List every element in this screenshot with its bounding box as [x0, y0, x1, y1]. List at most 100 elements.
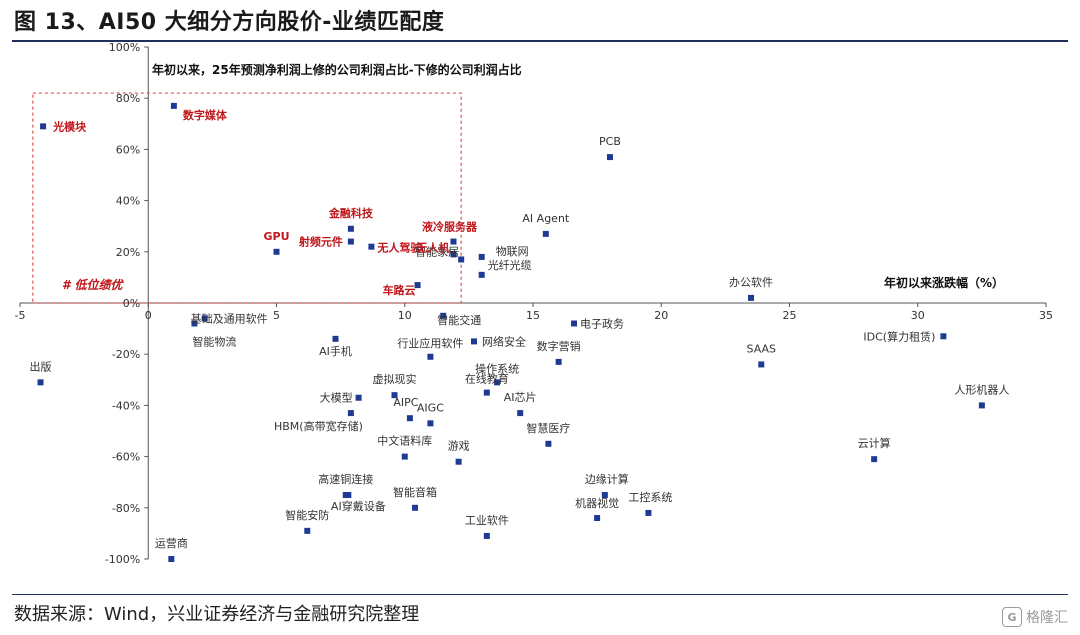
point-label: 智能音箱 — [393, 485, 437, 499]
scatter-chart: -5 0 5 10 15 20 25 30 35100%80%60%40%20%0%-20%-4… — [15, 41, 1053, 566]
point-label: 智慧医疗 — [526, 421, 570, 435]
title-divider — [12, 40, 1068, 42]
y-tick-label: -60% — [112, 451, 140, 464]
point-label: 数字媒体 — [183, 108, 228, 122]
point-label: 光模块 — [52, 119, 87, 133]
data-point — [940, 333, 947, 340]
data-point — [978, 402, 985, 409]
data-point — [517, 410, 524, 417]
point-label: 无人驾驶 — [376, 241, 422, 255]
data-point — [494, 379, 501, 386]
data-point — [555, 358, 562, 365]
point-label: AI手机 — [319, 344, 352, 358]
point-label: 运营商 — [155, 536, 188, 550]
point-label: 边缘计算 — [585, 472, 629, 486]
point-label: 智能安防 — [285, 508, 329, 522]
point-label: 工控系统 — [628, 490, 672, 504]
data-point — [478, 271, 485, 278]
point-label: 电子政务 — [580, 316, 624, 330]
x-tick-label: -5 — [15, 309, 26, 322]
y-tick-label: 80% — [116, 92, 140, 105]
data-point — [571, 320, 578, 327]
point-label: 机器视觉 — [575, 496, 619, 510]
data-point — [406, 415, 413, 422]
figure-title: 图 13、AI50 大细分方向股价-业绩匹配度 — [14, 10, 445, 35]
point-label: 智能交通 — [437, 313, 481, 327]
data-point — [414, 282, 421, 289]
point-label: 金融科技 — [328, 206, 374, 220]
point-label: 云计算 — [858, 436, 891, 450]
data-point — [273, 248, 280, 255]
data-point — [606, 154, 613, 161]
footer-divider — [12, 594, 1068, 595]
data-point — [427, 353, 434, 360]
y-tick-label: -20% — [112, 348, 140, 361]
source-note: 数据来源：Wind，兴业证券经济与金融研究院整理 — [14, 604, 420, 625]
point-label: AI芯片 — [504, 390, 537, 404]
point-label: 网络安全 — [482, 334, 526, 348]
data-point — [412, 504, 419, 511]
data-point — [347, 410, 354, 417]
data-point — [601, 492, 608, 498]
point-label: 智能家居 — [415, 244, 459, 258]
data-point — [37, 379, 44, 386]
data-point — [347, 238, 354, 245]
data-point — [170, 102, 177, 109]
data-point — [758, 361, 765, 368]
x-tick-label: 30 — [911, 309, 925, 322]
point-label: 出版 — [30, 359, 52, 373]
data-point — [455, 458, 462, 465]
point-label: AIGC — [417, 401, 444, 414]
data-point — [871, 456, 878, 463]
point-label: 车路云 — [383, 283, 416, 297]
point-label: 大模型 — [320, 391, 353, 405]
y-tick-label: 60% — [116, 143, 140, 156]
x-tick-label: 20 — [654, 309, 668, 322]
point-label: 光纤光缆 — [488, 258, 532, 272]
data-point — [401, 453, 408, 460]
point-label: PCB — [599, 135, 621, 148]
y-tick-label: -40% — [112, 399, 140, 412]
data-point — [542, 230, 549, 237]
chart-axes: -5 0 5 10 15 20 25 30 35100%80%60%40%20%0%-20%-4… — [15, 41, 1053, 566]
data-point — [458, 256, 465, 263]
point-label: 数字营销 — [537, 339, 581, 353]
y-tick-label: -100% — [105, 553, 140, 566]
data-point — [645, 509, 652, 516]
x-tick-label: 35 — [1039, 309, 1053, 322]
data-point — [332, 335, 339, 342]
data-point — [427, 420, 434, 427]
y-tick-label: 20% — [116, 246, 140, 259]
watermark-text: 格隆汇 — [1026, 610, 1068, 626]
point-label: HBM(高带宽存储) — [274, 419, 363, 433]
data-point — [40, 123, 47, 130]
data-point — [748, 294, 755, 301]
data-point — [471, 338, 478, 345]
point-label: 无人机 — [415, 240, 449, 254]
x-tick-label: 25 — [783, 309, 797, 322]
data-point — [545, 440, 552, 447]
glh-logo-icon: G — [1002, 607, 1022, 627]
data-point — [440, 312, 447, 319]
point-label: 办公软件 — [729, 275, 773, 289]
data-point — [594, 515, 601, 522]
x-tick-label: 0 — [145, 309, 152, 322]
point-label: 操作系统 — [475, 361, 519, 375]
data-point — [391, 392, 398, 399]
y-tick-label: -80% — [112, 502, 140, 515]
data-point — [347, 225, 354, 232]
x-tick-label: 10 — [398, 309, 412, 322]
point-label: 在线教育 — [465, 372, 509, 386]
points-layer — [37, 102, 985, 562]
point-label: 高速铜连接 — [318, 472, 373, 486]
data-point — [483, 389, 490, 396]
data-point — [355, 394, 362, 401]
point-label: 工业软件 — [465, 513, 509, 527]
point-label: 人形机器人 — [954, 382, 1009, 396]
data-point — [201, 315, 208, 322]
x-tick-label: 15 — [526, 309, 540, 322]
point-label: GPU — [263, 230, 289, 243]
point-label: 虚拟现实 — [372, 372, 416, 386]
point-label: AIPC — [393, 396, 418, 409]
